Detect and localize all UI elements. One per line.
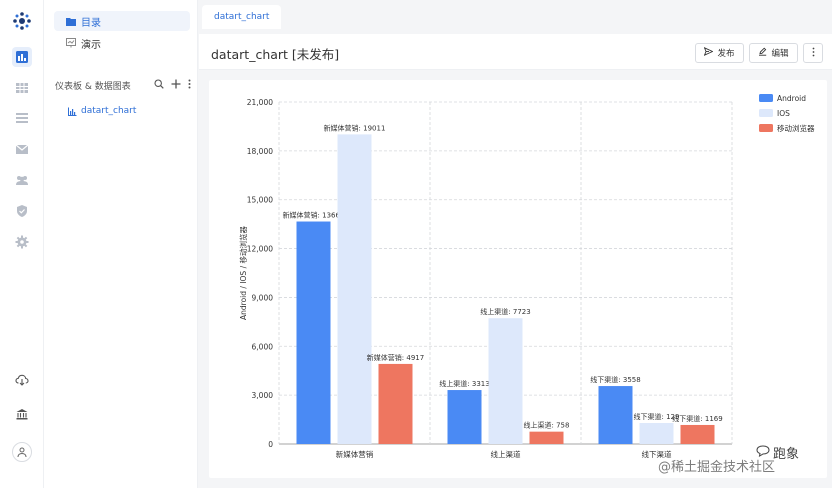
edit-label: 编辑 bbox=[771, 49, 789, 59]
bar-IOS-线上渠道 bbox=[488, 318, 523, 444]
data-label: 线上渠道: 3313 bbox=[439, 379, 489, 388]
edit-icon bbox=[758, 47, 767, 59]
presentation-icon bbox=[66, 38, 76, 48]
add-icon[interactable] bbox=[171, 79, 181, 92]
y-tick-label: 6,000 bbox=[252, 342, 274, 351]
rail-user-avatar-icon[interactable] bbox=[12, 442, 32, 462]
bar-Android-线上渠道 bbox=[447, 390, 482, 444]
secondary-sidebar: 目录 演示 仪表板 & 数据图表 bbox=[44, 0, 198, 488]
nav-item-directory[interactable]: 目录 bbox=[54, 11, 190, 31]
rail-dashboard-icon[interactable] bbox=[12, 47, 32, 67]
chat-bubble-icon bbox=[756, 444, 770, 461]
data-label: 线下渠道: 3558 bbox=[590, 375, 640, 384]
chart-widget[interactable]: 21,000 18,000 15,000 12,000 9,000 6,000 3,000 0… bbox=[209, 80, 827, 478]
bar-移动浏览器-新媒体营销 bbox=[378, 363, 413, 444]
data-label: 新媒体营销: 4917 bbox=[367, 353, 424, 362]
bar-chart: 21,000 18,000 15,000 12,000 9,000 6,000 3,000 0… bbox=[238, 94, 815, 459]
y-tick-label: 21,000 bbox=[247, 98, 273, 107]
tab-bar: datart_chart bbox=[199, 0, 832, 34]
bar-移动浏览器-线上渠道 bbox=[529, 431, 564, 444]
bar-Android-新媒体营销 bbox=[296, 221, 331, 444]
y-tick-label: 9,000 bbox=[252, 293, 274, 302]
rail-mail-icon[interactable] bbox=[12, 139, 32, 159]
nav-item-label: 演示 bbox=[81, 39, 101, 51]
x-tick-label: 线下渠道 bbox=[642, 449, 672, 459]
nav-item-label: 目录 bbox=[81, 17, 101, 29]
rail-shield-icon[interactable] bbox=[12, 201, 32, 221]
x-tick-label: 新媒体营销 bbox=[336, 449, 374, 459]
more-options-button[interactable] bbox=[803, 43, 823, 63]
edit-button[interactable]: 编辑 bbox=[749, 43, 798, 63]
tree-item-label: datart_chart bbox=[81, 106, 137, 116]
watermark-line1: 跑象 bbox=[773, 447, 800, 462]
y-tick-label: 18,000 bbox=[247, 147, 273, 156]
data-label: 新媒体营销: 13661 bbox=[283, 211, 345, 220]
rail-users-icon[interactable] bbox=[12, 170, 32, 190]
legend-swatch bbox=[759, 94, 773, 102]
bar-移动浏览器-线下渠道 bbox=[680, 424, 715, 444]
y-tick-label: 12,000 bbox=[247, 245, 273, 254]
data-label: 新媒体营销: 19011 bbox=[324, 123, 386, 132]
publish-button[interactable]: 发布 bbox=[695, 43, 744, 63]
data-label: 线下渠道: 1169 bbox=[672, 414, 722, 423]
data-label: 线上渠道: 758 bbox=[524, 421, 570, 430]
publish-label: 发布 bbox=[717, 49, 735, 59]
watermark-site: @稀土掘金技术社区 bbox=[658, 460, 776, 475]
tree-item-datart-chart[interactable]: datart_chart bbox=[68, 104, 136, 118]
more-vertical-icon[interactable] bbox=[188, 79, 191, 92]
y-axis-label: Android / IOS / 移动浏览器 bbox=[238, 226, 248, 320]
tab-datart-chart[interactable]: datart_chart bbox=[202, 5, 282, 29]
dashboard-canvas: 21,000 18,000 15,000 12,000 9,000 6,000 3,000 0… bbox=[199, 70, 832, 488]
more-vertical-icon bbox=[812, 47, 815, 60]
y-tick-label: 15,000 bbox=[247, 196, 273, 205]
rail-cloud-download-icon[interactable] bbox=[12, 370, 32, 390]
search-icon[interactable] bbox=[154, 78, 164, 92]
y-tick-label: 3,000 bbox=[252, 391, 274, 400]
dashboard-section-header: 仪表板 & 数据图表 bbox=[55, 78, 191, 92]
section-title: 仪表板 & 数据图表 bbox=[55, 81, 131, 92]
dashboard-header: datart_chart [未发布] 发布 编辑 bbox=[199, 34, 832, 70]
left-rail bbox=[0, 0, 44, 488]
rail-bank-icon[interactable] bbox=[12, 404, 32, 424]
tab-label: datart_chart bbox=[214, 12, 270, 22]
send-icon bbox=[704, 46, 715, 59]
legend-entry: 移动浏览器 bbox=[777, 123, 815, 133]
legend-swatch bbox=[759, 109, 773, 117]
app-logo-icon[interactable] bbox=[12, 11, 32, 31]
bar-Android-线下渠道 bbox=[598, 386, 633, 444]
folder-icon bbox=[66, 17, 76, 26]
watermark-brand: 跑象 bbox=[756, 443, 799, 462]
main-area: datart_chart datart_chart [未发布] 发布 编辑 bbox=[199, 0, 832, 488]
legend-entry: IOS bbox=[777, 109, 790, 118]
legend-swatch bbox=[759, 124, 773, 132]
data-label: 线下渠道: 129 bbox=[634, 412, 680, 421]
nav-item-demo[interactable]: 演示 bbox=[54, 33, 190, 53]
rail-settings-icon[interactable] bbox=[12, 232, 32, 252]
rail-list-icon[interactable] bbox=[12, 108, 32, 128]
bar-IOS-新媒体营销 bbox=[337, 134, 372, 445]
legend-entry: Android bbox=[777, 94, 806, 103]
rail-table-icon[interactable] bbox=[12, 78, 32, 98]
bar-chart-icon bbox=[68, 107, 77, 116]
x-tick-label: 线上渠道 bbox=[491, 449, 521, 459]
data-label: 线上渠道: 7723 bbox=[480, 307, 530, 316]
y-tick-label: 0 bbox=[268, 440, 273, 449]
bar-IOS-线下渠道 bbox=[639, 422, 674, 444]
page-title: datart_chart [未发布] bbox=[211, 47, 340, 62]
